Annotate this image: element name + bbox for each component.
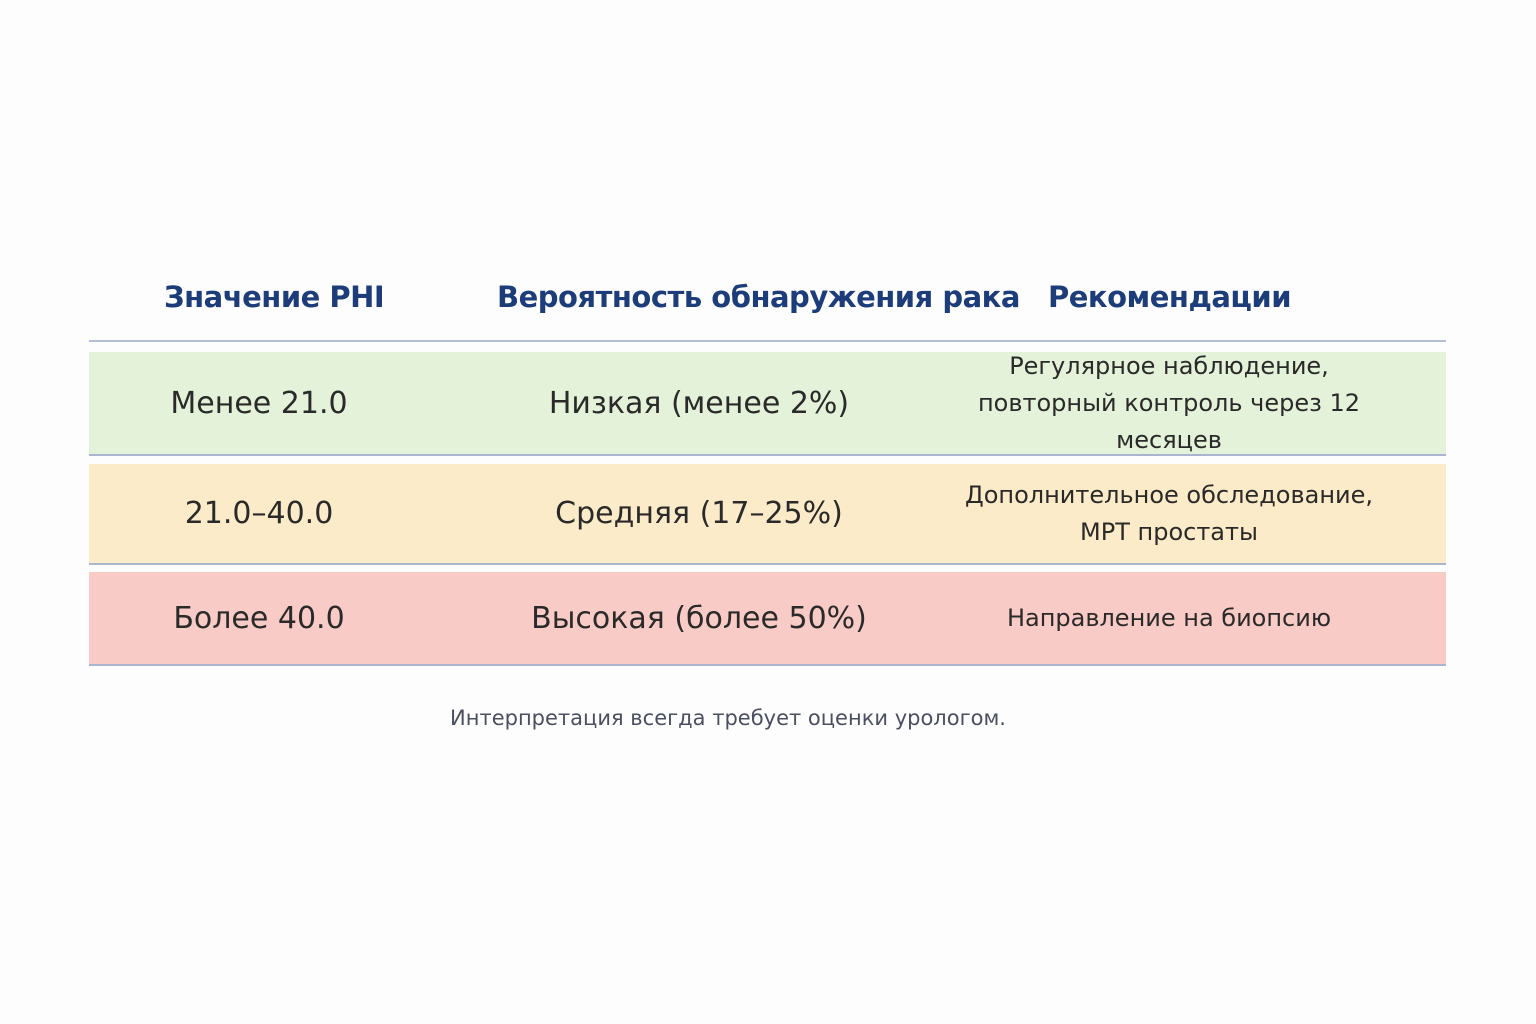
cell-line: повторный контроль через 12 месяцев <box>977 388 1361 454</box>
table-row: Более 40.0 Высокая (более 50%) Направлен… <box>89 572 1446 666</box>
cell: Дополнительное обследование, МРТ простаты <box>929 464 1409 563</box>
cell-line: Дополнительное обследование, <box>964 480 1374 509</box>
cell-line: Направление на биопсию <box>1006 603 1332 632</box>
header-cell: Значение PHI <box>164 280 385 314</box>
cell: Высокая (более 50%) <box>531 600 867 636</box>
header-cell: Рекомендации <box>1048 280 1292 314</box>
cell: 21.0–40.0 <box>184 496 334 531</box>
cell-line: МРТ простаты <box>1080 517 1258 546</box>
cell: Регулярное наблюдение, повторный контроль… <box>929 352 1409 454</box>
footnote: Интерпретация всегда требует оценки урол… <box>450 706 1006 730</box>
header-rule <box>89 340 1446 342</box>
cell: Направление на биопсию <box>929 572 1409 664</box>
header-cell: Вероятность обнаружения рака <box>497 280 1020 314</box>
cell: Менее 21.0 <box>170 385 348 421</box>
cell: Более 40.0 <box>173 600 345 636</box>
cell: Низкая (менее 2%) <box>548 385 850 421</box>
table-row: 21.0–40.0 Средняя (17–25%) Дополнительно… <box>89 464 1446 565</box>
cell: Средняя (17–25%) <box>555 496 843 531</box>
table-row: Менее 21.0 Низкая (менее 2%) Регулярное … <box>89 352 1446 456</box>
cell-line: Регулярное наблюдение, <box>1009 351 1329 380</box>
